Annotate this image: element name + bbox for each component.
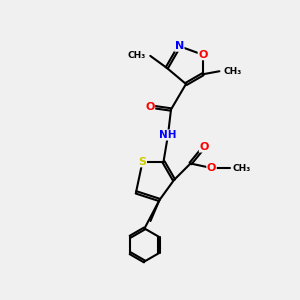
Text: N: N [175,41,184,51]
Text: CH₃: CH₃ [232,164,251,172]
Text: CH₃: CH₃ [128,51,146,60]
Text: O: O [198,50,208,60]
Text: S: S [139,157,146,167]
Text: NH: NH [159,130,177,140]
Text: O: O [145,101,155,112]
Text: CH₃: CH₃ [224,67,242,76]
Text: O: O [199,142,209,152]
Text: O: O [207,163,216,173]
